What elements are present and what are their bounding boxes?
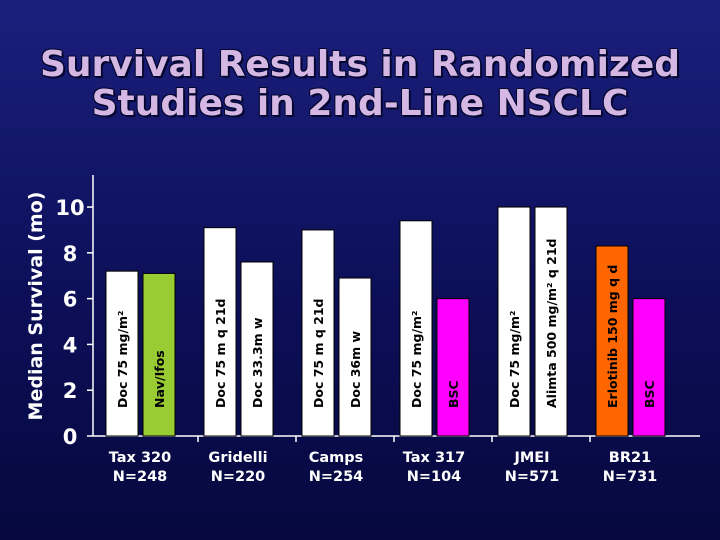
- slide-title-line-1: Survival Results in Randomized: [39, 44, 681, 85]
- bar: [534, 206, 568, 437]
- bar-label: Doc 33.3m w: [250, 317, 265, 408]
- bar: [497, 206, 531, 437]
- group-label-n: N=104: [407, 469, 462, 485]
- group-label-n: N=254: [309, 469, 364, 485]
- bar-label: Erlotinib 150 mg q d: [605, 265, 620, 408]
- group-label-study: Camps: [309, 450, 364, 466]
- group-label-study: Tax 317: [403, 450, 465, 466]
- y-tick-label: 4: [63, 333, 78, 357]
- y-tick-label: 0: [63, 425, 78, 449]
- bar: [436, 298, 470, 437]
- bar-label: Doc 75 m q 21d: [213, 299, 228, 409]
- slide-title-line-2: Studies in 2nd-Line NSCLC: [91, 83, 629, 124]
- bar: [595, 245, 629, 437]
- bar: [399, 220, 433, 437]
- bar: [203, 227, 237, 437]
- bar: [105, 270, 139, 437]
- bar-label: Doc 75 mg/m²: [409, 310, 424, 408]
- y-axis-title: Median Survival (mo): [25, 192, 47, 421]
- bar-label: Doc 36m w: [348, 331, 363, 408]
- bar-label: Alimta 500 mg/m² q 21d: [544, 238, 559, 408]
- y-tick-label: 10: [55, 196, 84, 220]
- bar: [142, 272, 176, 437]
- bar: [632, 298, 666, 437]
- group-label-n: N=731: [603, 469, 658, 485]
- bar-label: Doc 75 mg/m²: [507, 310, 522, 408]
- group-label-study: Gridelli: [208, 450, 267, 466]
- group-label-study: JMEI: [513, 450, 549, 466]
- bar: [240, 261, 274, 437]
- bar-label: Doc 75 mg/m²: [115, 310, 130, 408]
- bar: [338, 277, 372, 437]
- group-label-study: BR21: [609, 450, 651, 466]
- group-label-n: N=220: [211, 469, 266, 485]
- bar-label: BSC: [642, 380, 657, 408]
- y-tick-label: 8: [63, 242, 78, 266]
- y-tick-label: 6: [63, 288, 78, 312]
- bar-label: BSC: [446, 380, 461, 408]
- bar-label: Nav/Ifos: [152, 350, 167, 408]
- bar: [301, 229, 335, 437]
- bar-label: Doc 75 m q 21d: [311, 299, 326, 409]
- y-tick-label: 2: [63, 379, 78, 403]
- group-label-n: N=248: [113, 469, 168, 485]
- group-label-n: N=571: [505, 469, 560, 485]
- group-label-study: Tax 320: [109, 450, 171, 466]
